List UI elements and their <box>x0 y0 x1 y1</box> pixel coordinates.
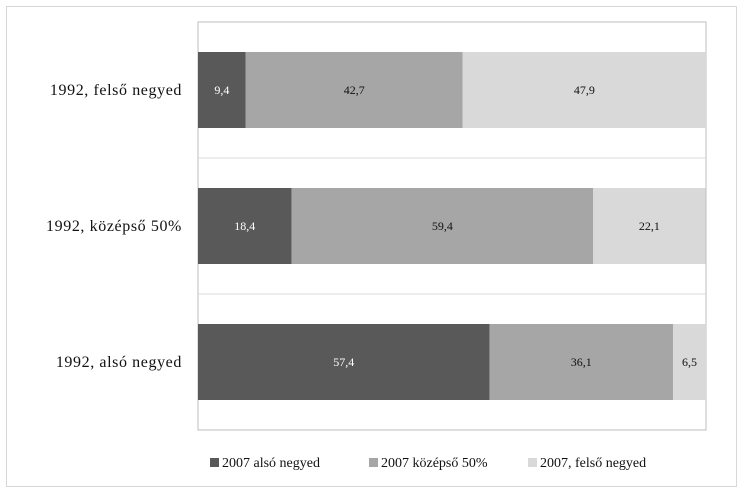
data-label: 42,7 <box>344 83 365 97</box>
data-label: 18,4 <box>234 219 255 233</box>
data-label: 57,4 <box>333 355 354 369</box>
legend-entry-label: 2007 középső 50% <box>381 456 488 471</box>
data-label: 6,5 <box>682 355 697 369</box>
bar-segment <box>462 52 706 128</box>
bar-segment <box>593 188 706 264</box>
category-label: 1992, alsó negyed <box>56 354 182 371</box>
bar-segment <box>489 324 673 400</box>
legend-entry-label: 2007 alsó negyed <box>222 456 320 471</box>
data-label: 22,1 <box>639 219 660 233</box>
bar-segment <box>198 188 292 264</box>
bar-segment <box>198 324 490 400</box>
bar-segment <box>672 324 706 400</box>
category-labels: 1992, felső negyed 1992, középső 50% 1992,… <box>46 82 182 371</box>
bar-segment <box>245 52 463 128</box>
legend: 2007 alsó negyed 2007 középső 50% 2007, fe… <box>210 456 646 471</box>
data-label: 47,9 <box>574 83 595 97</box>
bar-segment <box>198 52 246 128</box>
data-label: 9,4 <box>214 83 229 97</box>
category-label: 1992, középső 50% <box>46 218 182 235</box>
data-label: 59,4 <box>432 219 453 233</box>
bars-layer: 9,4 42,7 47,9 18,4 59,4 22,1 57,4 36,1 6,5 <box>198 52 706 400</box>
legend-swatch <box>210 458 219 467</box>
data-label: 36,1 <box>571 355 592 369</box>
legend-entry-label: 2007, felső negyed <box>540 456 646 471</box>
legend-swatch <box>528 458 537 467</box>
bar-segment <box>291 188 594 264</box>
legend-swatch <box>369 458 378 467</box>
category-label: 1992, felső negyed <box>50 82 182 99</box>
